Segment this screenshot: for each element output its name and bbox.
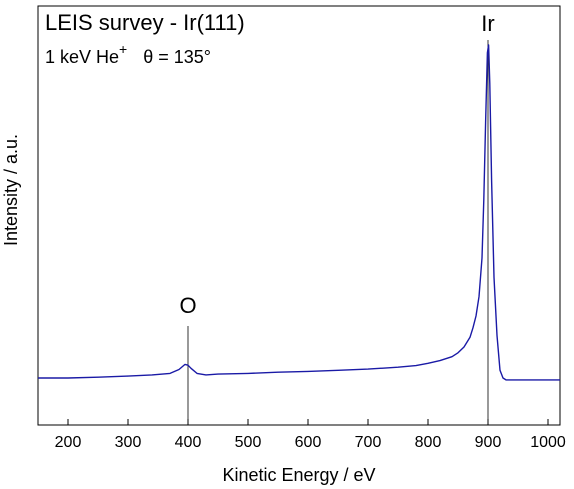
x-tick-label: 200 xyxy=(55,434,82,451)
series-group xyxy=(38,44,560,381)
x-tick-label: 1000 xyxy=(530,434,566,451)
x-tick-label: 900 xyxy=(475,434,502,451)
peak-annotations: O Ir xyxy=(179,11,495,425)
x-tick-label: 800 xyxy=(415,434,442,451)
x-tick-label: 500 xyxy=(235,434,262,451)
x-axis-ticks: 200 300 400 500 600 700 800 900 1000 xyxy=(55,419,566,451)
subtitle-superscript: + xyxy=(119,41,127,57)
x-tick-label: 300 xyxy=(115,434,142,451)
x-tick-label: 700 xyxy=(355,434,382,451)
plot-frame xyxy=(37,5,561,426)
subtitle-prefix: 1 keV He xyxy=(45,47,119,67)
y-axis-title: Intensity / a.u. xyxy=(1,134,21,246)
series-line xyxy=(38,44,560,381)
subtitle-angle: θ = 135° xyxy=(143,47,211,67)
peak-label: Ir xyxy=(481,11,494,36)
chart-subtitle: 1 keV He+ θ = 135° xyxy=(45,41,211,67)
chart-title: LEIS survey - Ir(111) xyxy=(45,10,245,35)
x-axis-title: Kinetic Energy / eV xyxy=(222,465,375,485)
x-tick-label: 600 xyxy=(295,434,322,451)
x-tick-label: 400 xyxy=(175,434,202,451)
peak-label: O xyxy=(179,293,196,318)
